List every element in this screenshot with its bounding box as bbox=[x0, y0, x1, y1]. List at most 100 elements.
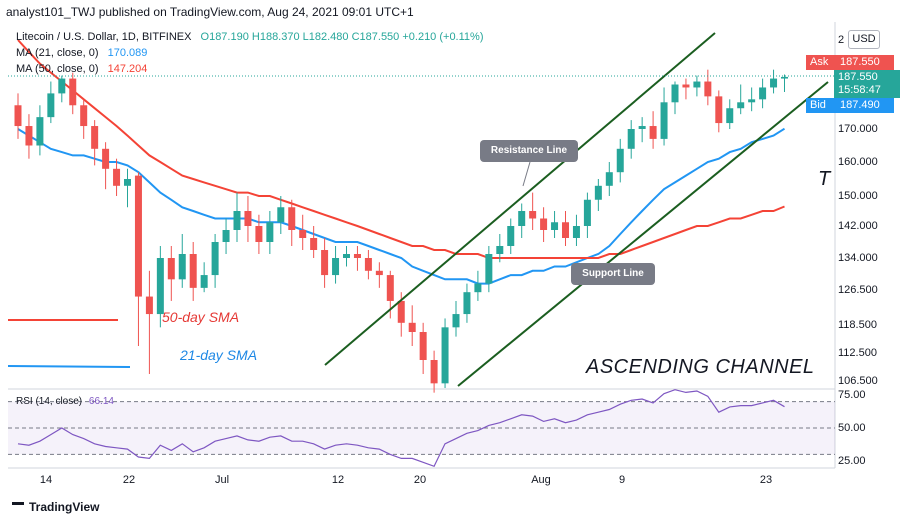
candle-body bbox=[14, 105, 22, 127]
candle bbox=[638, 117, 646, 143]
candle-body bbox=[430, 360, 438, 384]
candle bbox=[80, 99, 88, 139]
rsi-band bbox=[8, 401, 835, 455]
candle-body bbox=[167, 258, 175, 280]
price-tick-label: 112.500 bbox=[838, 347, 877, 359]
candle bbox=[200, 262, 208, 293]
candle-body bbox=[91, 126, 99, 149]
time-tick-label: 22 bbox=[122, 474, 136, 486]
candle-body bbox=[463, 292, 471, 315]
channel-trendlines[interactable] bbox=[324, 32, 829, 387]
candle-body bbox=[419, 332, 427, 360]
candle-body bbox=[244, 211, 252, 226]
time-tick-label: Aug bbox=[531, 474, 551, 486]
time-tick-label: 12 bbox=[331, 474, 345, 486]
ohlc-values: O187.190 H188.370 L182.480 C187.550 +0.2… bbox=[200, 31, 484, 43]
candle-body bbox=[562, 222, 569, 238]
candle-body bbox=[69, 78, 77, 106]
candle bbox=[671, 81, 679, 115]
rsi-line bbox=[17, 389, 785, 468]
ask-price-tag: Ask 187.550 bbox=[806, 55, 894, 70]
candle-body bbox=[386, 275, 394, 301]
candle bbox=[441, 318, 449, 388]
candle bbox=[124, 168, 131, 208]
candle-body bbox=[726, 108, 734, 124]
candle bbox=[430, 350, 438, 393]
candle-body bbox=[748, 99, 756, 103]
last-price-tag: 187.550 15:58:47 bbox=[834, 70, 900, 98]
candle bbox=[770, 69, 778, 94]
candle-body bbox=[704, 81, 712, 97]
candle bbox=[178, 234, 186, 288]
tradingview-logo[interactable]: TradingView bbox=[12, 500, 99, 514]
rsi-legend[interactable]: RSI (14, close) 66.14 bbox=[16, 396, 114, 407]
candle bbox=[343, 246, 350, 267]
price-tick-label: 160.000 bbox=[838, 156, 878, 168]
candle bbox=[562, 211, 569, 246]
candle bbox=[759, 78, 767, 109]
candle bbox=[310, 226, 318, 258]
ascending-channel-annotation[interactable]: ASCENDING CHANNEL bbox=[586, 356, 815, 378]
candle-body bbox=[211, 242, 219, 276]
rsi-tick-label: 25.00 bbox=[838, 455, 866, 467]
sma50-annotation[interactable]: 50-day SMA bbox=[162, 309, 240, 325]
candle bbox=[474, 270, 482, 301]
ma50-line bbox=[17, 39, 785, 259]
price-tick-label: 150.000 bbox=[838, 190, 878, 202]
candle bbox=[529, 192, 537, 230]
candle-body bbox=[321, 250, 329, 276]
candle bbox=[605, 162, 613, 196]
resistance-line-callout[interactable]: Resistance Line bbox=[480, 140, 578, 162]
candle-body bbox=[605, 172, 613, 186]
candle bbox=[134, 172, 142, 346]
candle bbox=[682, 78, 690, 100]
candle-body bbox=[583, 199, 591, 226]
candle bbox=[551, 211, 559, 238]
candle bbox=[233, 192, 241, 242]
time-tick-label: 23 bbox=[759, 474, 773, 486]
ma21-legend[interactable]: MA (21, close, 0) 170.089 bbox=[16, 47, 147, 59]
candle bbox=[419, 322, 427, 374]
ma21-label: MA (21, close, 0) bbox=[16, 47, 99, 59]
candle bbox=[266, 211, 274, 254]
cut-off-text-annotation: T bbox=[818, 168, 831, 190]
currency-button[interactable]: USD bbox=[848, 30, 880, 49]
candle bbox=[222, 218, 230, 254]
tradingview-logo-icon bbox=[12, 501, 24, 514]
candle bbox=[299, 214, 307, 250]
candle-body bbox=[540, 218, 548, 230]
candle-body bbox=[627, 129, 635, 149]
support-line-callout[interactable]: Support Line bbox=[571, 263, 655, 285]
candle-body bbox=[682, 84, 690, 88]
support-trendline bbox=[457, 81, 829, 387]
candle-body bbox=[572, 226, 580, 238]
candlesticks bbox=[14, 69, 788, 393]
candle bbox=[452, 300, 460, 337]
ma50-legend[interactable]: MA (50, close, 0) 147.204 bbox=[16, 63, 147, 75]
candle-body bbox=[408, 322, 416, 332]
candle bbox=[583, 192, 591, 238]
candle bbox=[36, 105, 44, 156]
price-tick-label: 142.000 bbox=[838, 220, 878, 232]
candle bbox=[408, 305, 416, 346]
candle bbox=[726, 99, 734, 129]
candle-body bbox=[58, 78, 66, 94]
candle-body bbox=[737, 102, 745, 109]
bid-price-tag: Bid 187.490 bbox=[806, 98, 894, 113]
rsi-label: RSI (14, close) bbox=[16, 396, 83, 407]
candle bbox=[496, 234, 504, 263]
time-tick-label: 20 bbox=[413, 474, 427, 486]
candle bbox=[572, 214, 580, 246]
ma21-line bbox=[17, 127, 786, 285]
price-tick-label: 106.500 bbox=[838, 375, 878, 387]
sma21-annotation[interactable]: 21-day SMA bbox=[180, 347, 258, 363]
candle-body bbox=[452, 314, 460, 328]
ma21-value: 170.089 bbox=[107, 47, 148, 59]
ma21-stub-line bbox=[7, 365, 131, 368]
candle-body bbox=[36, 117, 44, 146]
candle-body bbox=[332, 258, 340, 276]
candle bbox=[58, 75, 66, 103]
symbol-legend: Litecoin / U.S. Dollar, 1D, BITFINEX O18… bbox=[16, 31, 483, 43]
candle bbox=[288, 199, 296, 246]
